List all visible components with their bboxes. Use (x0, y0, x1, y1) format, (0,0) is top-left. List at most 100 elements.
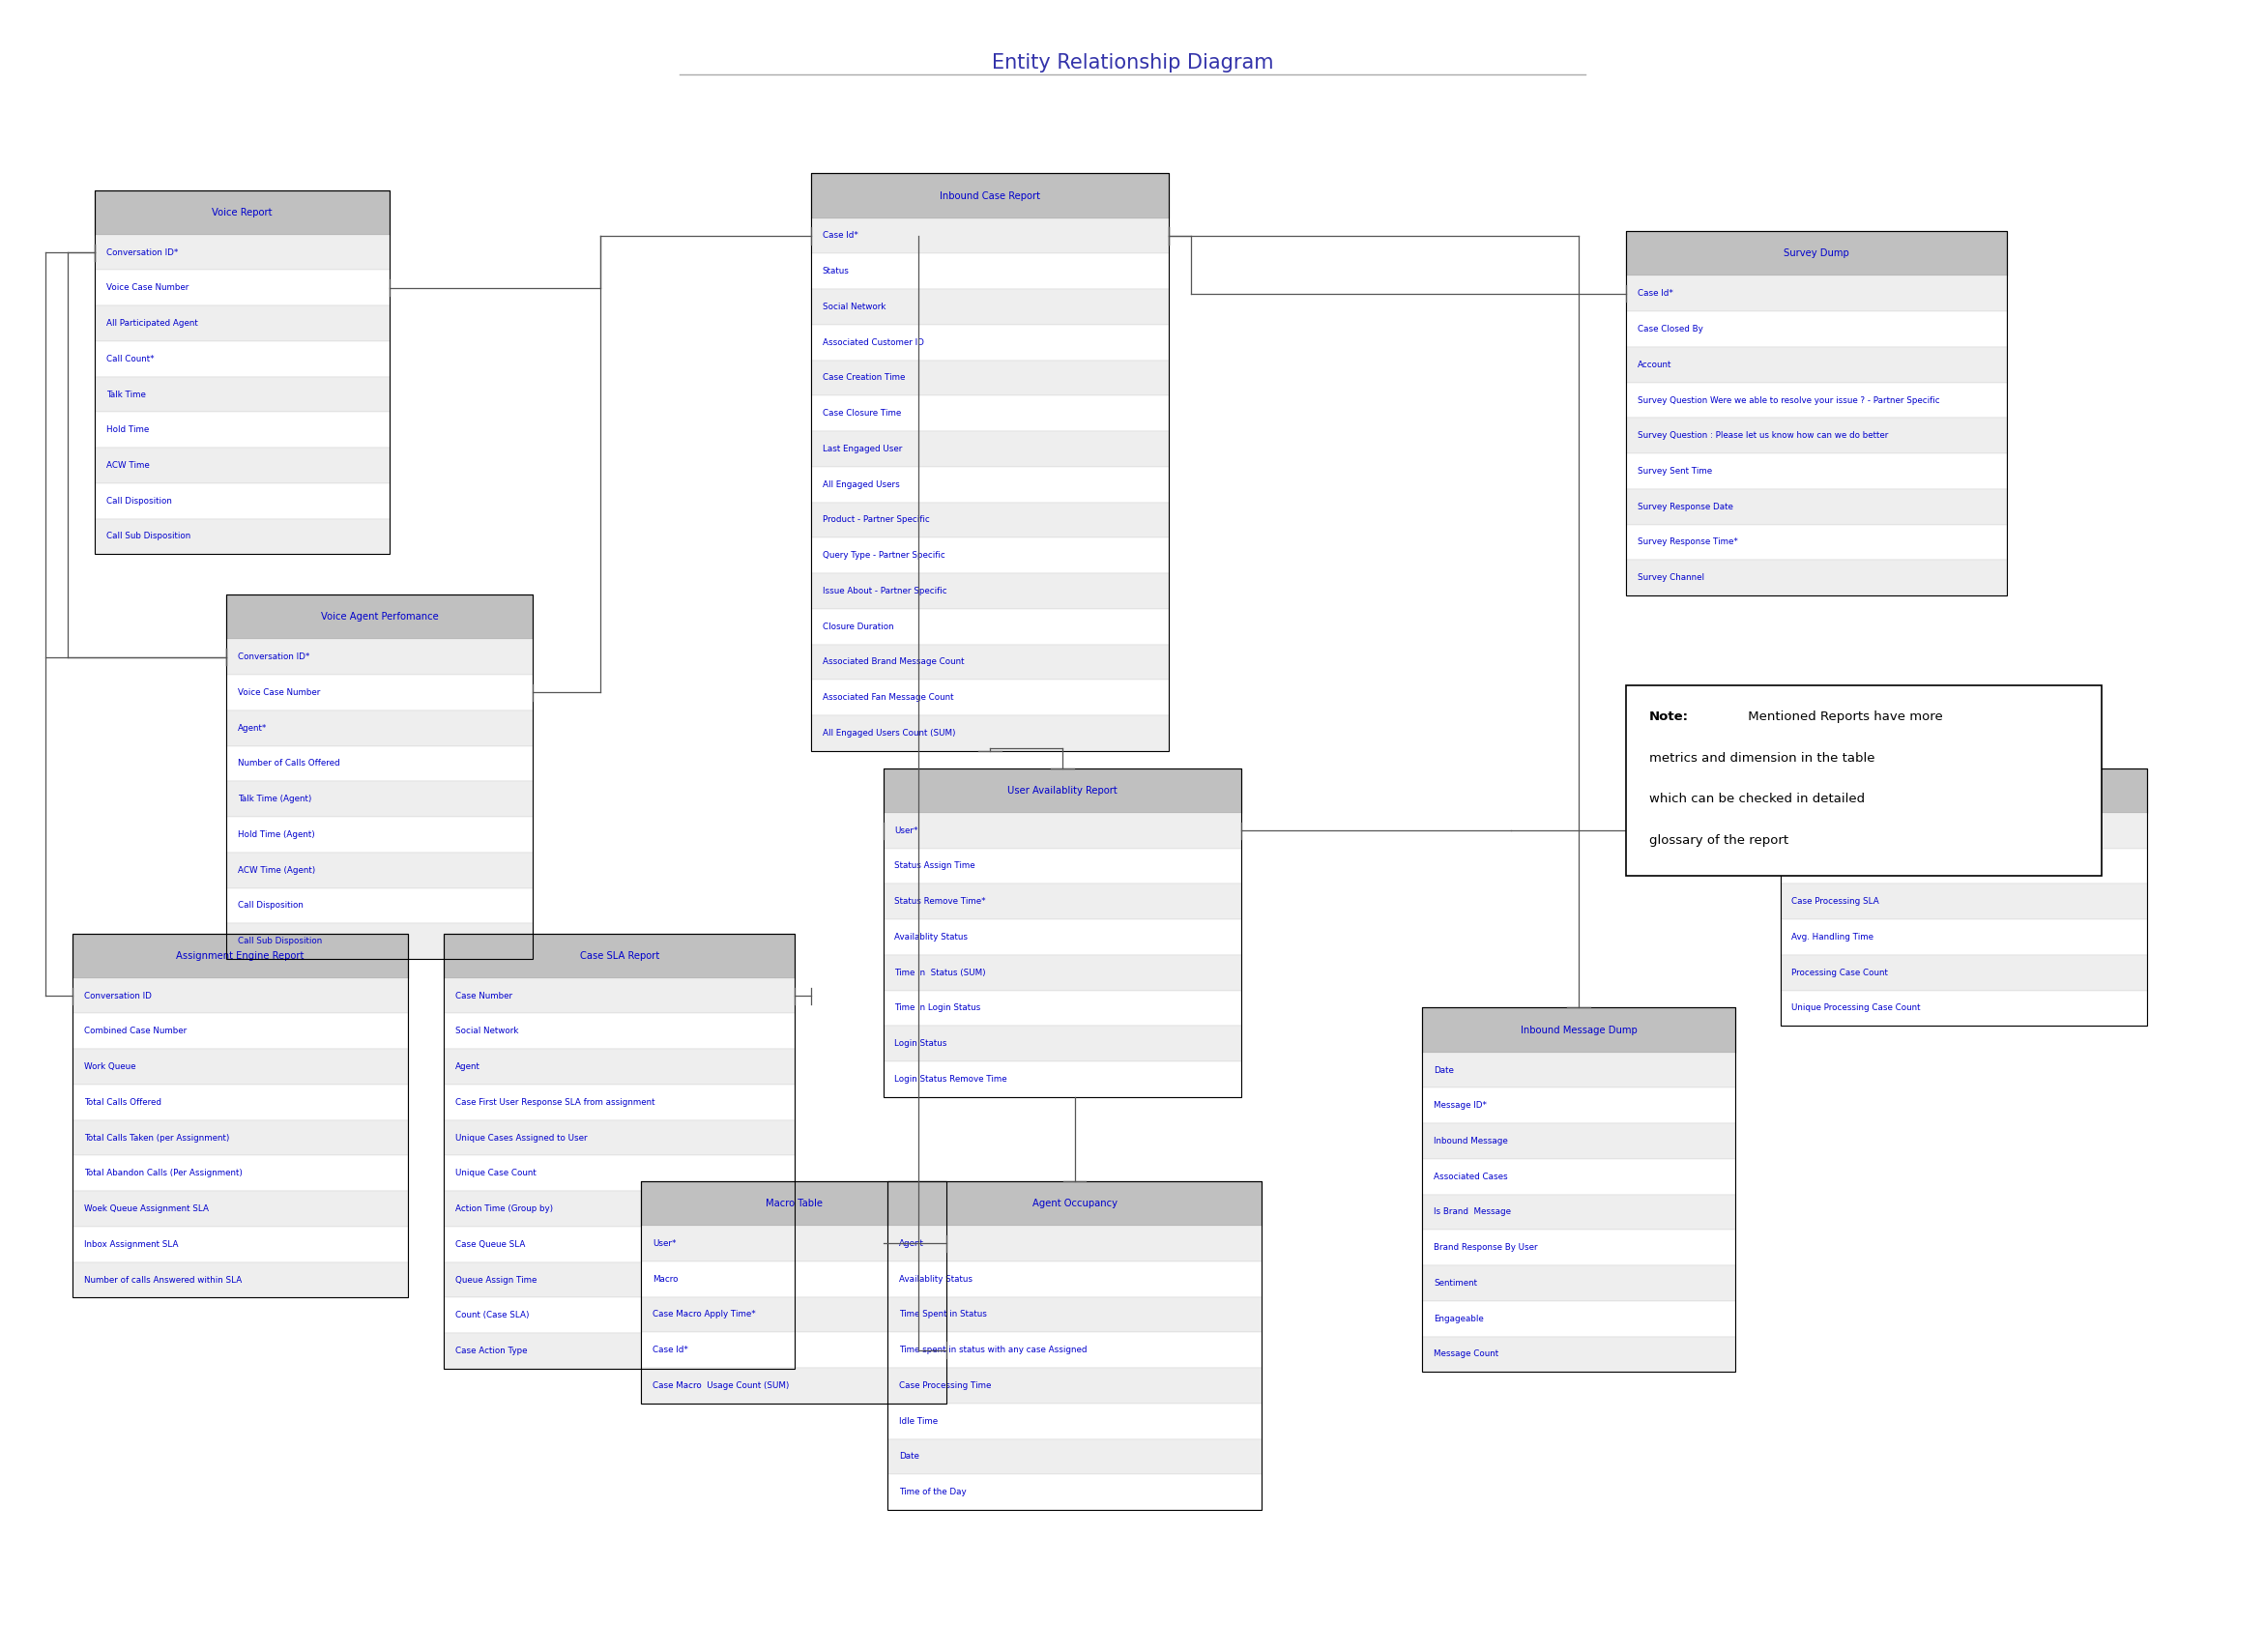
Text: Survey Sent Time: Survey Sent Time (1638, 468, 1712, 476)
FancyBboxPatch shape (1422, 1336, 1735, 1371)
Text: Agent: Agent (455, 1062, 480, 1070)
Text: Engageable: Engageable (1434, 1315, 1484, 1323)
Text: Voice Agent Perfomance: Voice Agent Perfomance (322, 613, 437, 621)
Text: Login Status Remove Time: Login Status Remove Time (895, 1075, 1008, 1084)
FancyBboxPatch shape (1626, 525, 2007, 560)
FancyBboxPatch shape (95, 235, 390, 269)
FancyBboxPatch shape (1780, 955, 2147, 990)
FancyBboxPatch shape (444, 1191, 795, 1226)
FancyBboxPatch shape (95, 306, 390, 342)
Text: Number of calls Answered within SLA: Number of calls Answered within SLA (84, 1275, 242, 1284)
Text: Call Disposition: Call Disposition (238, 902, 304, 910)
FancyBboxPatch shape (883, 919, 1241, 955)
Text: All Engaged Users Count (SUM): All Engaged Users Count (SUM) (822, 729, 956, 737)
Text: Macro: Macro (652, 1275, 677, 1284)
FancyBboxPatch shape (95, 377, 390, 413)
FancyBboxPatch shape (444, 1049, 795, 1085)
FancyBboxPatch shape (444, 1156, 795, 1191)
Text: Macro Table: Macro Table (766, 1199, 822, 1208)
Text: Unique Cases Assigned to User: Unique Cases Assigned to User (455, 1133, 587, 1142)
FancyBboxPatch shape (1422, 1052, 1735, 1089)
Text: Time of the Day: Time of the Day (899, 1488, 967, 1497)
FancyBboxPatch shape (72, 1156, 408, 1191)
Text: Case Number: Case Number (455, 991, 512, 999)
Text: User*: User* (895, 826, 917, 834)
Text: User Availablity Report: User Availablity Report (1008, 786, 1117, 795)
Text: Conversation ID*: Conversation ID* (106, 248, 179, 256)
Text: Associated Cases: Associated Cases (1434, 1173, 1508, 1181)
FancyBboxPatch shape (641, 1368, 947, 1404)
Text: Sentiment: Sentiment (1434, 1279, 1477, 1287)
FancyBboxPatch shape (227, 923, 532, 958)
FancyBboxPatch shape (95, 271, 390, 306)
Text: Time Spent in Status: Time Spent in Status (899, 1310, 988, 1318)
FancyBboxPatch shape (811, 715, 1169, 750)
Text: Status Assign Time: Status Assign Time (895, 862, 976, 871)
FancyBboxPatch shape (444, 978, 795, 1014)
Text: Voice Report: Voice Report (213, 208, 272, 216)
FancyBboxPatch shape (1780, 990, 2147, 1026)
FancyBboxPatch shape (641, 1332, 947, 1368)
FancyBboxPatch shape (641, 1262, 947, 1297)
FancyBboxPatch shape (811, 573, 1169, 610)
Text: Unique Case Count: Unique Case Count (455, 1170, 537, 1178)
FancyBboxPatch shape (883, 849, 1241, 884)
FancyBboxPatch shape (227, 889, 532, 923)
FancyBboxPatch shape (1780, 813, 2147, 849)
FancyBboxPatch shape (1626, 560, 2007, 596)
FancyBboxPatch shape (888, 1262, 1262, 1297)
FancyBboxPatch shape (72, 1013, 408, 1049)
Text: Case Id*: Case Id* (652, 1346, 689, 1355)
Text: Status Remove Time*: Status Remove Time* (895, 897, 985, 905)
Text: Call Count*: Call Count* (106, 355, 154, 363)
Text: Closure Duration: Closure Duration (822, 623, 892, 631)
FancyBboxPatch shape (1626, 231, 2007, 276)
Text: Case Creation Time: Case Creation Time (822, 373, 904, 382)
FancyBboxPatch shape (444, 1226, 795, 1262)
Text: Count (Case SLA): Count (Case SLA) (455, 1312, 530, 1320)
Text: Survey Question : Please let us know how can we do better: Survey Question : Please let us know how… (1638, 431, 1889, 439)
Text: Account: Account (1638, 360, 1672, 368)
Text: Inbox Assignment SLA: Inbox Assignment SLA (84, 1241, 179, 1249)
FancyBboxPatch shape (888, 1297, 1262, 1332)
Text: Associated Brand Message Count: Associated Brand Message Count (822, 657, 965, 666)
Text: Case Closed By: Case Closed By (1638, 325, 1703, 334)
Text: ACW Time (Agent): ACW Time (Agent) (238, 866, 315, 874)
Text: Status: Status (822, 268, 849, 276)
Text: Date: Date (899, 1452, 920, 1460)
Text: Call Disposition: Call Disposition (106, 497, 172, 506)
FancyBboxPatch shape (95, 413, 390, 448)
FancyBboxPatch shape (72, 1120, 408, 1156)
FancyBboxPatch shape (883, 1061, 1241, 1097)
Text: Queue Assign Time: Queue Assign Time (455, 1275, 537, 1284)
Text: All Participated Agent: All Participated Agent (106, 319, 197, 327)
Text: Inbound Message: Inbound Message (1434, 1137, 1508, 1145)
Text: Inbound Case Report: Inbound Case Report (940, 192, 1040, 200)
Text: Social Network: Social Network (455, 1028, 519, 1036)
Text: Query Type - Partner Specific: Query Type - Partner Specific (822, 552, 945, 560)
FancyBboxPatch shape (811, 502, 1169, 539)
FancyBboxPatch shape (72, 1085, 408, 1120)
FancyBboxPatch shape (444, 1262, 795, 1298)
FancyBboxPatch shape (811, 396, 1169, 431)
FancyBboxPatch shape (95, 484, 390, 519)
FancyBboxPatch shape (1422, 1008, 1735, 1052)
FancyBboxPatch shape (641, 1226, 947, 1262)
Text: Agent: Agent (899, 1239, 924, 1247)
Text: Is Brand  Message: Is Brand Message (1434, 1208, 1511, 1216)
FancyBboxPatch shape (95, 190, 390, 235)
Text: Availablity Status: Availablity Status (895, 933, 967, 942)
Text: User*: User* (652, 1239, 675, 1247)
FancyBboxPatch shape (444, 1013, 795, 1049)
Text: Login Status: Login Status (895, 1039, 947, 1047)
Text: Case Id*: Case Id* (822, 231, 858, 240)
FancyBboxPatch shape (811, 254, 1169, 289)
FancyBboxPatch shape (1780, 849, 2147, 884)
Text: Case First User Response SLA from assignment: Case First User Response SLA from assign… (455, 1099, 655, 1107)
Text: Time in  Status (SUM): Time in Status (SUM) (895, 968, 985, 976)
FancyBboxPatch shape (888, 1404, 1262, 1439)
FancyBboxPatch shape (1780, 884, 2147, 919)
FancyBboxPatch shape (1422, 1087, 1735, 1123)
Text: Total Calls Offered: Total Calls Offered (84, 1099, 161, 1107)
FancyBboxPatch shape (444, 1085, 795, 1120)
